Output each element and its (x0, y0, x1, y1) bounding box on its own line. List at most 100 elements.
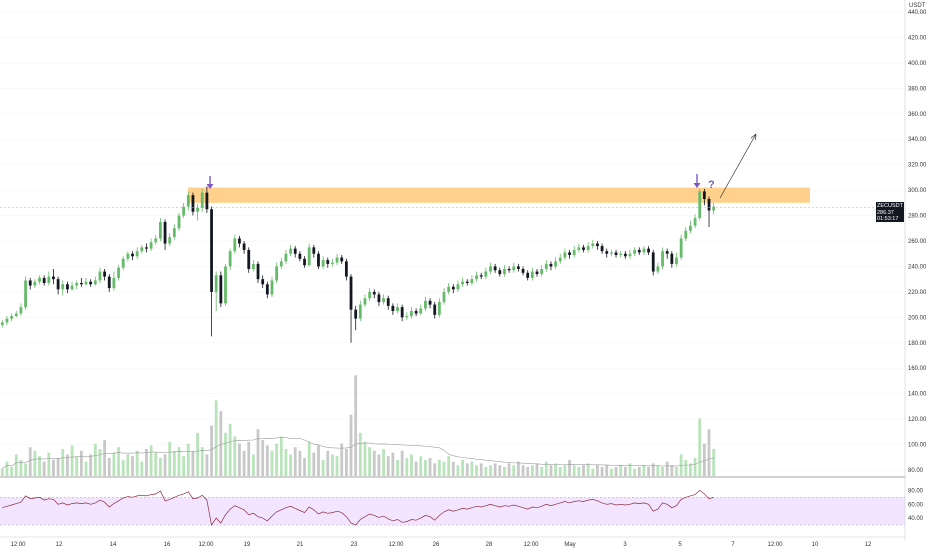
volume-bars (0, 375, 716, 476)
volume-bar (66, 454, 69, 476)
price-axis[interactable]: 80.00 100.00 120.00 140.00 160.00 180.00 200.0… (908, 10, 927, 474)
time-tick-label: 10 (812, 542, 819, 548)
volume-bar (405, 458, 409, 476)
candle-body (33, 281, 37, 286)
volume-bar (358, 432, 362, 476)
price-tick-label: 340.00 (908, 137, 927, 143)
volume-bar (307, 441, 311, 476)
candle-body (19, 307, 23, 314)
volume-bar (433, 463, 437, 476)
volume-bar (186, 443, 190, 476)
volume-bar (238, 443, 241, 476)
resistance-zone[interactable] (188, 187, 810, 203)
candle-body (242, 243, 246, 250)
volume-bar (298, 450, 302, 476)
volume-bar (112, 452, 116, 476)
projection-arrow[interactable] (719, 133, 757, 199)
annotation-question-mark[interactable]: ? (708, 179, 715, 191)
candle-body (628, 253, 632, 257)
candle-body (605, 251, 609, 254)
time-tick-label: 3 (623, 542, 627, 548)
candle-body (145, 247, 148, 249)
candle-body (93, 280, 97, 285)
candle-body (312, 247, 316, 254)
volume-bar (38, 456, 41, 476)
candle-body (293, 248, 297, 254)
volume-bar (424, 459, 427, 476)
volume-bar (205, 454, 209, 476)
candle-body (10, 316, 14, 319)
volume-bar (75, 456, 79, 476)
candle-body (591, 243, 595, 247)
price-tick-label: 200.00 (908, 315, 927, 321)
volume-bar (79, 450, 83, 476)
candle-body (419, 308, 423, 314)
gridlines (0, 11, 905, 471)
time-axis[interactable]: 12:00 12 14 16 12:00 19 21 23 12:00 26 28 12:00 May 3… (10, 542, 872, 548)
annotation-arrow-down-left[interactable] (206, 176, 214, 189)
candle-body (586, 246, 590, 250)
volume-bar (563, 465, 567, 476)
candle-body (298, 253, 302, 259)
candle-body (368, 291, 372, 299)
candle-body (479, 275, 483, 277)
volume-bar (651, 463, 655, 476)
annotation-arrow-down-right[interactable] (693, 174, 701, 188)
price-tick-label: 360.00 (908, 112, 927, 118)
candle-body (335, 257, 339, 263)
volume-bar (540, 467, 544, 476)
candle-body (135, 251, 139, 257)
volume-bar (623, 467, 627, 476)
volume-bar (475, 465, 478, 476)
candle-body (279, 261, 283, 267)
volume-bar (544, 461, 548, 476)
candle-body (600, 246, 604, 252)
volume-bar (410, 454, 413, 476)
candle-body (693, 218, 697, 226)
candle-body (544, 263, 548, 269)
badge-price: 286.37 (877, 209, 894, 216)
price-tick-label: 220.00 (908, 290, 927, 296)
volume-bar (14, 454, 18, 476)
candle-body (665, 251, 669, 254)
time-tick-label: 21 (297, 542, 304, 548)
volume-bar (126, 454, 130, 476)
price-tick-label: 240.00 (908, 264, 927, 270)
volume-bar (451, 461, 455, 476)
candle-body (382, 298, 385, 303)
badge-symbol: ZECUSDT (877, 203, 903, 209)
candle-body (228, 251, 232, 267)
volume-bar (489, 465, 492, 476)
price-tick-label: 260.00 (908, 239, 927, 245)
volume-bar (517, 461, 520, 476)
candle-body (66, 284, 69, 290)
volume-bar (609, 468, 613, 476)
current-price-badge: ZECUSDT 286.37 01:53:17 (876, 202, 904, 222)
volume-bar (503, 467, 506, 476)
candle-body (224, 266, 227, 304)
candle-body (572, 249, 576, 255)
volume-bar (530, 465, 534, 476)
candle-body (470, 279, 474, 283)
volume-bar (233, 436, 237, 476)
volume-bar (145, 449, 148, 476)
candle-body (507, 268, 511, 271)
time-tick-label: 16 (164, 542, 171, 548)
price-tick-label: 100.00 (908, 443, 927, 449)
candle-body (172, 228, 176, 238)
rsi-tick-label: 40.00 (908, 516, 924, 522)
candle-body (42, 277, 46, 283)
candle-body (540, 268, 544, 275)
volume-bar (493, 463, 497, 476)
candle-body (270, 280, 274, 295)
volume-bar (163, 454, 167, 476)
volume-bar (558, 467, 562, 476)
volume-bar (117, 447, 120, 476)
volume-bar (289, 454, 292, 476)
rsi-axis[interactable]: 40.00 60.00 80.00 (908, 488, 924, 522)
price-tick-label: 300.00 (908, 188, 927, 194)
candle-body (38, 277, 41, 282)
volume-bar (261, 440, 265, 476)
